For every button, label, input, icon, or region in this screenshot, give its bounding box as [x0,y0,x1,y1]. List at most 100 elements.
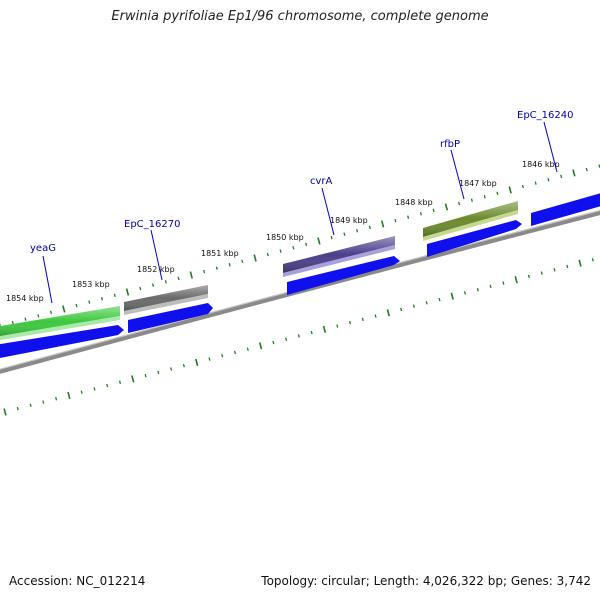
inner-tick [29,403,32,408]
genes-label: Genes: [510,574,553,588]
outer-tick [560,174,563,179]
outer-tick [88,300,91,304]
gene-label-rfbP[interactable]: rfbP [440,139,460,150]
outer-tick [113,293,116,298]
outer-tick [572,169,576,177]
inner-tick [489,284,492,289]
cds-EpC_16270[interactable] [128,303,213,333]
outer-tick [62,305,66,313]
outer-tick [380,220,385,228]
gene-bar-yeaG[interactable] [0,306,120,341]
inner-tick [208,357,211,361]
genome-stats: Topology: circular; Length: 4,026,322 bp… [261,574,591,588]
outer-tick [37,314,40,318]
inner-tick [476,287,479,292]
inner-tick [297,334,300,338]
inner-tick-marks [3,258,594,416]
outer-tick [203,269,206,274]
inner-tick [502,281,505,285]
cds-cvrA[interactable] [287,256,400,295]
label-line-yeaG [42,255,53,304]
outer-tick [177,276,180,281]
cds-track [0,192,600,359]
inner-tick [131,375,135,383]
outer-tick [343,232,346,236]
label-line-EpC_16270 [150,229,163,281]
outer-tick [534,181,537,185]
gene-bar-EpC_16270[interactable] [124,285,208,315]
position-labels: 1846 kbp 1847 kbp 1848 kbp 1849 kbp 1850… [6,160,560,303]
cds-EpC_16240[interactable] [531,192,600,226]
inner-tick [144,373,147,378]
inner-tick [233,350,237,355]
position-label: 1853 kbp [72,280,110,289]
gene-yeaG-lowlight [0,316,120,341]
gene-cvrA-lowlight [283,245,395,277]
inner-tick [540,271,543,275]
inner-tick [514,276,518,284]
gene-label-EpC_16270[interactable]: EpC_16270 [124,219,180,230]
gene-label-yeaG[interactable]: yeaG [30,243,56,254]
position-label: 1849 kbp [330,216,368,225]
cds-rfbP[interactable] [427,220,522,257]
inner-tick [157,370,160,375]
inner-tick [195,358,199,367]
outer-tick [139,286,142,291]
gene-label-EpC_16240[interactable]: EpC_16240 [517,110,573,121]
outer-tick [75,303,78,308]
position-label: 1852 kbp [137,265,175,274]
inner-tick [67,391,71,400]
inner-tick [527,274,530,279]
outer-tick [356,229,359,233]
outer-tick [585,167,588,172]
inner-tick [93,387,96,391]
outer-tick [189,271,193,279]
inner-tick [170,367,173,371]
outer-tick [444,203,449,211]
outer-tick [125,288,130,296]
outer-tick [279,249,282,253]
outer-tick [458,201,461,206]
outer-tick [508,186,512,194]
inner-tick [182,363,185,368]
inner-tick [55,397,58,401]
length-label: Length: [373,574,420,588]
length-value: 4,026,322 bp [422,574,503,588]
outer-tick [164,280,167,284]
outer-tick [266,252,269,257]
inner-tick [106,383,109,388]
gene-EpC_16270-lowlight [124,294,208,315]
inner-tick [400,307,403,312]
label-line-cvrA [321,187,335,236]
cds-yeaG[interactable] [0,325,124,359]
inner-tick [3,408,7,416]
inner-tick [246,347,249,351]
outer-tick [215,266,218,270]
position-label: 1850 kbp [266,233,304,242]
gene-yeaG-shade [0,306,120,337]
outer-tick [24,317,27,321]
gene-label-cvrA[interactable]: cvrA [310,176,333,187]
gene-bar-rfbP[interactable] [423,201,518,241]
outer-tick [228,263,231,267]
topology-value: circular [321,574,366,588]
inner-tick [272,340,275,345]
inner-tick [566,264,569,269]
inner-tick [591,258,594,262]
outer-tick [11,320,14,325]
gene-bar-cvrA[interactable] [283,236,395,277]
label-line-EpC_16240 [543,121,558,173]
inner-tick [425,301,428,305]
inner-tick [310,330,313,335]
gene-labels: yeaG EpC_16270 cvrA rfbP EpC_16240 [30,110,573,304]
outer-tick [241,259,244,264]
inner-tick [412,304,415,308]
inner-tick [450,292,454,300]
outer-tick [151,283,155,287]
position-label: 1846 kbp [522,160,560,169]
gene-rfbP-lowlight [423,210,518,241]
label-line-rfbP [450,149,465,200]
inner-tick [118,380,122,384]
